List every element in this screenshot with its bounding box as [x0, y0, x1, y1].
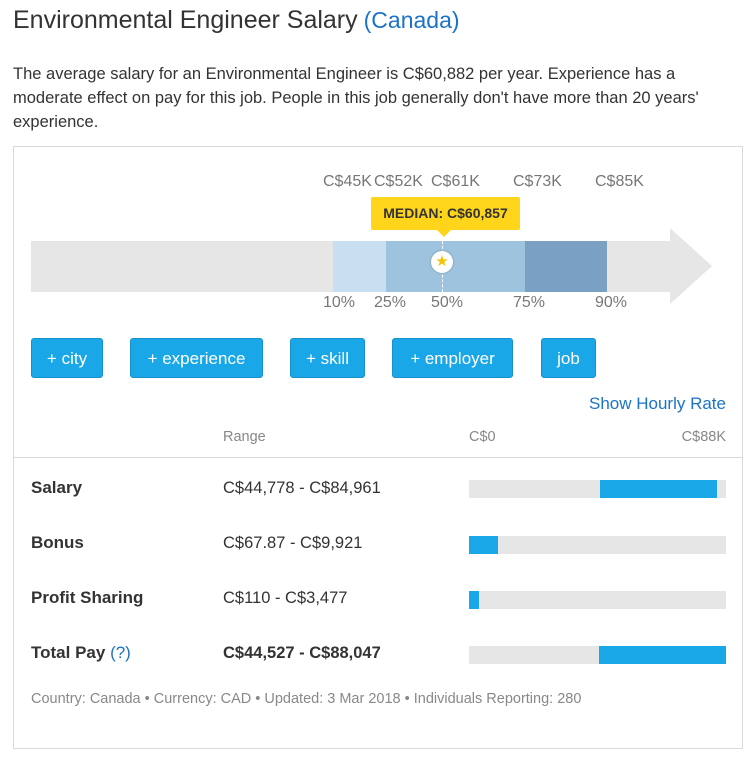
range-segment-10-25 [333, 241, 386, 292]
tick-label-p10: C$45K [323, 173, 372, 190]
row-label-profit-sharing: Profit Sharing [31, 588, 144, 607]
percentile-label-90: 90% [595, 294, 628, 311]
footer-info: Country: Canada • Currency: CAD • Update… [31, 691, 582, 707]
row-label-total-pay: Total Pay (?) [31, 643, 131, 663]
percentile-label-50: 50% [431, 294, 464, 311]
row-range-salary: C$44,778 - C$84,961 [223, 479, 381, 497]
star-icon: ★ [431, 251, 453, 273]
distribution-arrowhead [670, 228, 712, 304]
tick-label-p90: C$85K [595, 173, 644, 190]
row-bar-fill-total-pay [599, 646, 726, 664]
show-hourly-rate-link[interactable]: Show Hourly Rate [588, 394, 726, 413]
median-tooltip: MEDIAN: C$60,857 [371, 197, 520, 237]
page-title: Environmental Engineer Salary (Canada) [13, 6, 460, 35]
row-bar-fill-salary [599, 480, 717, 498]
row-bar-profit-sharing [469, 591, 726, 609]
filter-experience-button[interactable]: + experience [130, 338, 263, 378]
country-link[interactable]: (Canada) [363, 7, 460, 33]
total-pay-label: Total Pay [31, 643, 106, 662]
filter-skill-button[interactable]: + skill [290, 338, 365, 378]
row-label-salary: Salary [31, 478, 83, 497]
range-header: Range [223, 429, 266, 445]
row-range-bonus: C$67.87 - C$9,921 [223, 534, 363, 552]
scale-max-label: C$88K [681, 429, 726, 445]
row-range-profit-sharing: C$110 - C$3,477 [223, 589, 348, 607]
filter-job-button[interactable]: job [541, 338, 596, 378]
row-bar-fill-profit-sharing [469, 591, 480, 609]
table-divider [14, 457, 742, 458]
intro-text: The average salary for an Environmental … [13, 65, 699, 131]
range-segment-25-75 [386, 241, 525, 292]
page-title-text: Environmental Engineer Salary [13, 6, 358, 34]
tick-label-p50: C$61K [431, 173, 480, 190]
percentile-label-10: 10% [323, 294, 356, 311]
filter-employer-button[interactable]: + employer [392, 338, 513, 378]
row-bar-fill-bonus [469, 536, 499, 554]
row-range-total-pay: C$44,527 - C$88,047 [223, 644, 381, 662]
row-bar-bonus [469, 536, 726, 554]
salary-card [13, 146, 743, 749]
row-bar-total-pay [469, 646, 726, 664]
total-pay-help-link[interactable]: (?) [110, 643, 131, 662]
range-segment-75-90 [525, 241, 607, 292]
percentile-label-25: 25% [374, 294, 407, 311]
filter-city-button[interactable]: + city [31, 338, 103, 378]
row-bar-salary [469, 480, 726, 498]
tick-label-p75: C$73K [513, 173, 562, 190]
tick-label-p25: C$52K [374, 173, 423, 190]
percentile-label-75: 75% [513, 294, 546, 311]
scale-min-label: C$0 [469, 429, 496, 445]
row-label-bonus: Bonus [31, 533, 84, 552]
